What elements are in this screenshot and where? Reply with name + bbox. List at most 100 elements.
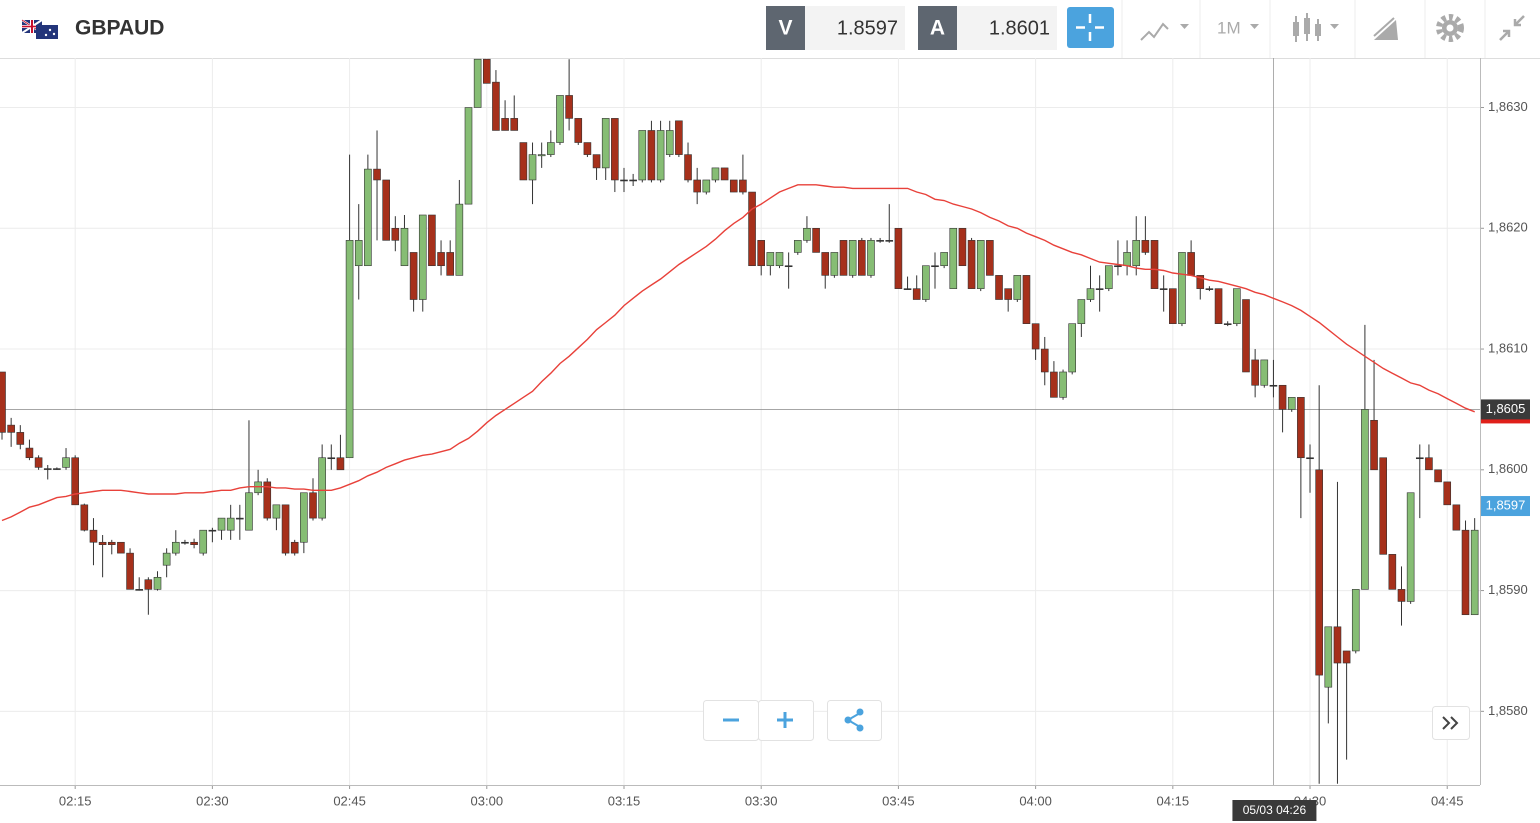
candle-body xyxy=(16,432,25,445)
bid-price: 1.8597 xyxy=(837,17,898,39)
candle-body xyxy=(1315,469,1323,676)
candle-body xyxy=(903,288,912,290)
candle-body xyxy=(208,529,217,532)
candle-body xyxy=(858,240,866,276)
candle-body xyxy=(400,227,409,267)
candle-body xyxy=(675,120,683,155)
candle-body xyxy=(729,179,738,193)
candle-body xyxy=(482,58,491,84)
candle-body xyxy=(693,179,701,193)
candle-body xyxy=(510,118,519,131)
last-price-tag xyxy=(1481,496,1530,517)
chart-type-button[interactable] xyxy=(1140,22,1189,41)
candle-body xyxy=(25,447,34,459)
candle-body xyxy=(867,240,875,276)
symbol: GBPAUD xyxy=(75,17,164,40)
crosshair-time-label: 05/03 04:26 xyxy=(1243,803,1307,817)
moving-average-line xyxy=(1,184,1475,522)
share-button[interactable] xyxy=(827,700,882,741)
ask-label-box[interactable] xyxy=(918,6,957,50)
candle-body xyxy=(181,541,189,544)
candle-body xyxy=(1095,288,1104,290)
candle-body xyxy=(117,541,125,554)
candle-body xyxy=(647,130,656,181)
candle-body xyxy=(894,227,903,289)
candle-body xyxy=(1233,288,1241,324)
candle-body xyxy=(1452,504,1461,531)
candle-body xyxy=(1333,626,1342,664)
candle-body xyxy=(711,167,720,181)
candle-body xyxy=(1406,492,1415,602)
candle-body xyxy=(428,214,436,267)
candle-body xyxy=(1415,457,1424,460)
candle-body xyxy=(1470,529,1479,616)
candle-body xyxy=(949,227,958,289)
candle-body xyxy=(519,142,528,181)
candle-body xyxy=(98,541,107,545)
bid-box[interactable] xyxy=(805,6,905,50)
ask-box[interactable] xyxy=(957,6,1057,50)
x-tick-label: 03:30 xyxy=(745,793,778,808)
candle-body xyxy=(272,504,281,519)
candle-body xyxy=(702,179,711,193)
y-tick-label: 1,8600 xyxy=(1488,461,1528,476)
collapse-button[interactable] xyxy=(1499,15,1525,41)
candle-body xyxy=(1306,457,1314,460)
x-tick-label: 03:15 xyxy=(608,793,641,808)
candle-body xyxy=(620,179,628,182)
x-tick-label: 03:45 xyxy=(882,793,915,808)
candle-body xyxy=(190,541,198,545)
candle-body xyxy=(1324,626,1333,688)
candle-body xyxy=(162,552,171,566)
candle-body xyxy=(821,252,830,276)
y-tick-label: 1,8630 xyxy=(1488,99,1528,114)
candle-body xyxy=(1031,323,1040,350)
candle-body xyxy=(1040,348,1049,373)
candle-body xyxy=(583,142,592,155)
candle-body xyxy=(638,130,647,181)
candle-type-button[interactable] xyxy=(1293,13,1339,42)
settings-button[interactable] xyxy=(1436,14,1464,42)
candle-body xyxy=(1068,323,1076,373)
candle-body xyxy=(739,179,747,193)
x-tick-label: 02:15 xyxy=(59,793,92,808)
candle-body xyxy=(931,265,939,268)
bid-label-box[interactable] xyxy=(766,6,805,50)
candle-body xyxy=(812,227,820,253)
candle-body xyxy=(43,468,52,470)
candle-body xyxy=(89,529,98,543)
candle-body xyxy=(501,118,509,131)
candle-body xyxy=(1388,554,1397,590)
candle-body xyxy=(446,252,455,276)
candle-body xyxy=(748,191,756,267)
x-tick-label: 02:45 xyxy=(333,793,366,808)
candle-body xyxy=(1159,288,1168,290)
flag-icon xyxy=(21,19,58,39)
candle-body xyxy=(53,468,61,470)
candle-body xyxy=(382,179,390,241)
candle-body xyxy=(373,168,381,181)
scroll-latest-button[interactable] xyxy=(1432,706,1470,740)
zoom-out-button[interactable] xyxy=(703,700,759,741)
candle-body xyxy=(327,457,336,460)
candle-body xyxy=(236,517,244,520)
candle-body xyxy=(1397,589,1406,602)
candle-body xyxy=(153,576,162,590)
candle-body xyxy=(80,504,89,531)
zoom-in-button[interactable] xyxy=(758,700,814,741)
candle-body xyxy=(720,167,729,181)
candle-body xyxy=(1379,457,1387,555)
candle-body xyxy=(775,252,784,267)
candle-body xyxy=(1059,371,1067,398)
candle-body xyxy=(1086,288,1095,300)
candle-body xyxy=(199,529,208,554)
timeframe[interactable]: 1M xyxy=(1217,18,1241,37)
candle-body xyxy=(793,240,802,253)
y-tick-label: 1,8590 xyxy=(1488,582,1528,597)
drawing-tools-button[interactable] xyxy=(1373,17,1398,40)
crosshair-price-tag xyxy=(1481,399,1530,420)
bid-label: V xyxy=(778,17,792,40)
candle-body xyxy=(217,517,226,531)
crosshair-button[interactable] xyxy=(1067,7,1114,48)
candle-body xyxy=(1114,265,1122,268)
